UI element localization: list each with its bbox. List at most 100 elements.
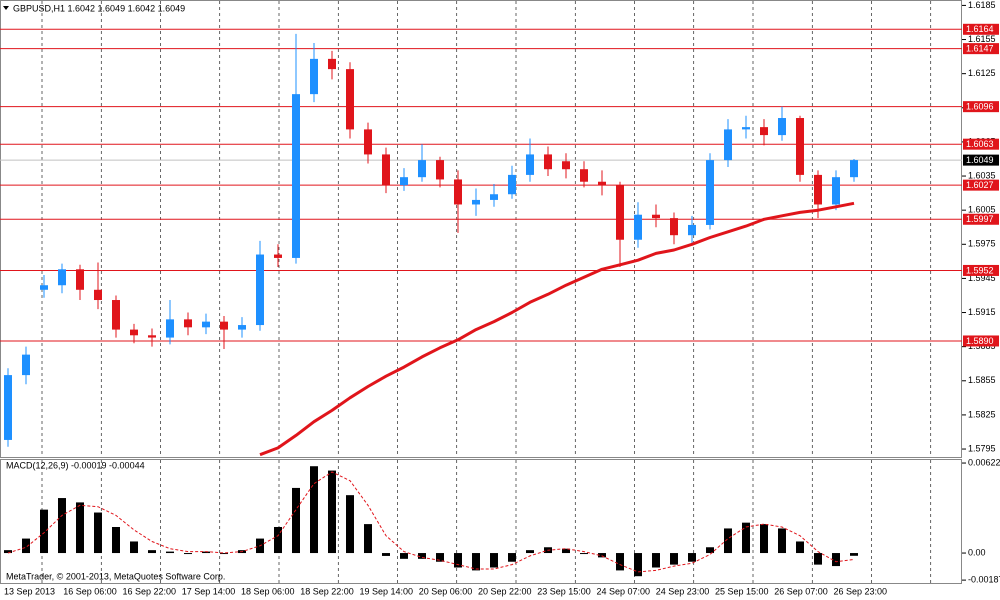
- level-label-box: [963, 138, 999, 150]
- x-tick-label: 18 Sep 22:00: [300, 586, 354, 596]
- macd-bar: [508, 553, 516, 562]
- candle-body: [220, 321, 228, 330]
- macd-bar: [850, 553, 858, 556]
- main-panel: [0, 0, 962, 458]
- macd-bar: [220, 553, 228, 555]
- candle-body: [346, 69, 354, 130]
- macd-bar: [580, 553, 588, 555]
- x-tick-label: 19 Sep 14:00: [360, 586, 414, 596]
- macd-bar: [148, 550, 156, 554]
- candle-body: [544, 154, 552, 170]
- candle-body: [724, 129, 732, 161]
- candle-body: [166, 319, 174, 338]
- candle-body: [202, 321, 210, 328]
- candle-body: [22, 354, 30, 376]
- x-tick-label: 20 Sep 22:00: [478, 586, 532, 596]
- candle-body: [616, 185, 624, 240]
- level-label-box: [963, 179, 999, 191]
- macd-bar: [796, 541, 804, 554]
- macd-bar: [274, 526, 282, 554]
- macd-bar: [310, 466, 318, 554]
- x-tick-label: 25 Sep 15:00: [715, 586, 769, 596]
- candle-body: [274, 254, 282, 258]
- y-tick-label: 1.5795: [968, 443, 996, 453]
- candle-body: [742, 127, 750, 130]
- y-tick-label: 1.6185: [968, 0, 996, 10]
- macd-bar: [634, 553, 642, 577]
- y-tick-label: 1.6035: [968, 170, 996, 180]
- macd-bar: [832, 553, 840, 567]
- macd-title: MACD(12,26,9) -0.00019 -0.00044: [6, 460, 145, 470]
- candle-body: [436, 160, 444, 180]
- macd-signal: [7, 471, 855, 573]
- y-tick-label: 1.5915: [968, 307, 996, 317]
- macd-bar: [382, 553, 390, 556]
- candle-body: [364, 129, 372, 155]
- candle-body: [652, 214, 660, 219]
- macd-bar: [292, 487, 300, 554]
- level-label-box: [963, 335, 999, 347]
- macd-bar: [436, 553, 444, 562]
- macd-bar: [364, 524, 372, 554]
- level-label: 1.5952: [966, 265, 994, 275]
- moving-average: [259, 201, 855, 457]
- candle-body: [184, 319, 192, 328]
- macd-bar: [76, 502, 84, 554]
- candle-body: [256, 254, 264, 326]
- candle-body: [706, 160, 714, 225]
- x-tick-label: 26 Sep 23:00: [834, 586, 888, 596]
- candle-body: [778, 118, 786, 136]
- level-label-box: [963, 101, 999, 113]
- x-tick-label: 24 Sep 23:00: [656, 586, 710, 596]
- level-label: 1.5890: [966, 336, 994, 346]
- candle-body: [148, 335, 156, 338]
- level-label: 1.6027: [966, 180, 994, 190]
- x-tick-label: 13 Sep 2013: [4, 586, 55, 596]
- x-tick-label: 18 Sep 06:00: [241, 586, 295, 596]
- panel-icon: [3, 6, 9, 10]
- candle-body: [832, 177, 840, 205]
- candle-body: [562, 161, 570, 170]
- candle-body: [58, 269, 66, 286]
- macd-bar: [400, 553, 408, 559]
- candle-body: [508, 174, 516, 195]
- macd-bar: [346, 495, 354, 554]
- level-label-box: [963, 43, 999, 55]
- candle-body: [40, 285, 48, 290]
- macd-bar: [814, 553, 822, 565]
- macd-bar: [112, 526, 120, 554]
- macd-bar: [184, 553, 192, 555]
- candle-body: [400, 177, 408, 186]
- macd-bar: [670, 553, 678, 565]
- macd-bar: [202, 551, 210, 554]
- macd-bar: [688, 553, 696, 562]
- macd-bar: [454, 553, 462, 568]
- candle-body: [112, 300, 120, 330]
- y-tick-label: 1.5945: [968, 273, 996, 283]
- x-tick-label: 24 Sep 07:00: [597, 586, 651, 596]
- level-label: 1.6096: [966, 102, 994, 112]
- macd-bar: [778, 528, 786, 554]
- y-tick-label: 1.6125: [968, 68, 996, 78]
- candle-body: [238, 325, 246, 330]
- macd-bar: [418, 553, 426, 559]
- macd-y-tick-label: 0.00: [968, 547, 986, 557]
- macd-bar: [472, 553, 480, 571]
- y-tick-label: 1.5975: [968, 239, 996, 249]
- candle-body: [328, 58, 336, 70]
- x-tick-label: 26 Sep 07:00: [774, 586, 828, 596]
- x-tick-label: 17 Sep 14:00: [182, 586, 236, 596]
- candle-body: [454, 179, 462, 205]
- macd-bar: [94, 512, 102, 554]
- macd-bar: [652, 553, 660, 568]
- macd-bar: [526, 550, 534, 554]
- level-label: 1.6063: [966, 139, 994, 149]
- candle-body: [418, 160, 426, 178]
- chart-title: GBPUSD,H1 1.6042 1.6049 1.6042 1.6049: [13, 3, 185, 13]
- x-tick-label: 20 Sep 06:00: [419, 586, 473, 596]
- candle-body: [472, 199, 480, 205]
- level-label-box: [963, 213, 999, 225]
- y-tick-label: 1.6155: [968, 34, 996, 44]
